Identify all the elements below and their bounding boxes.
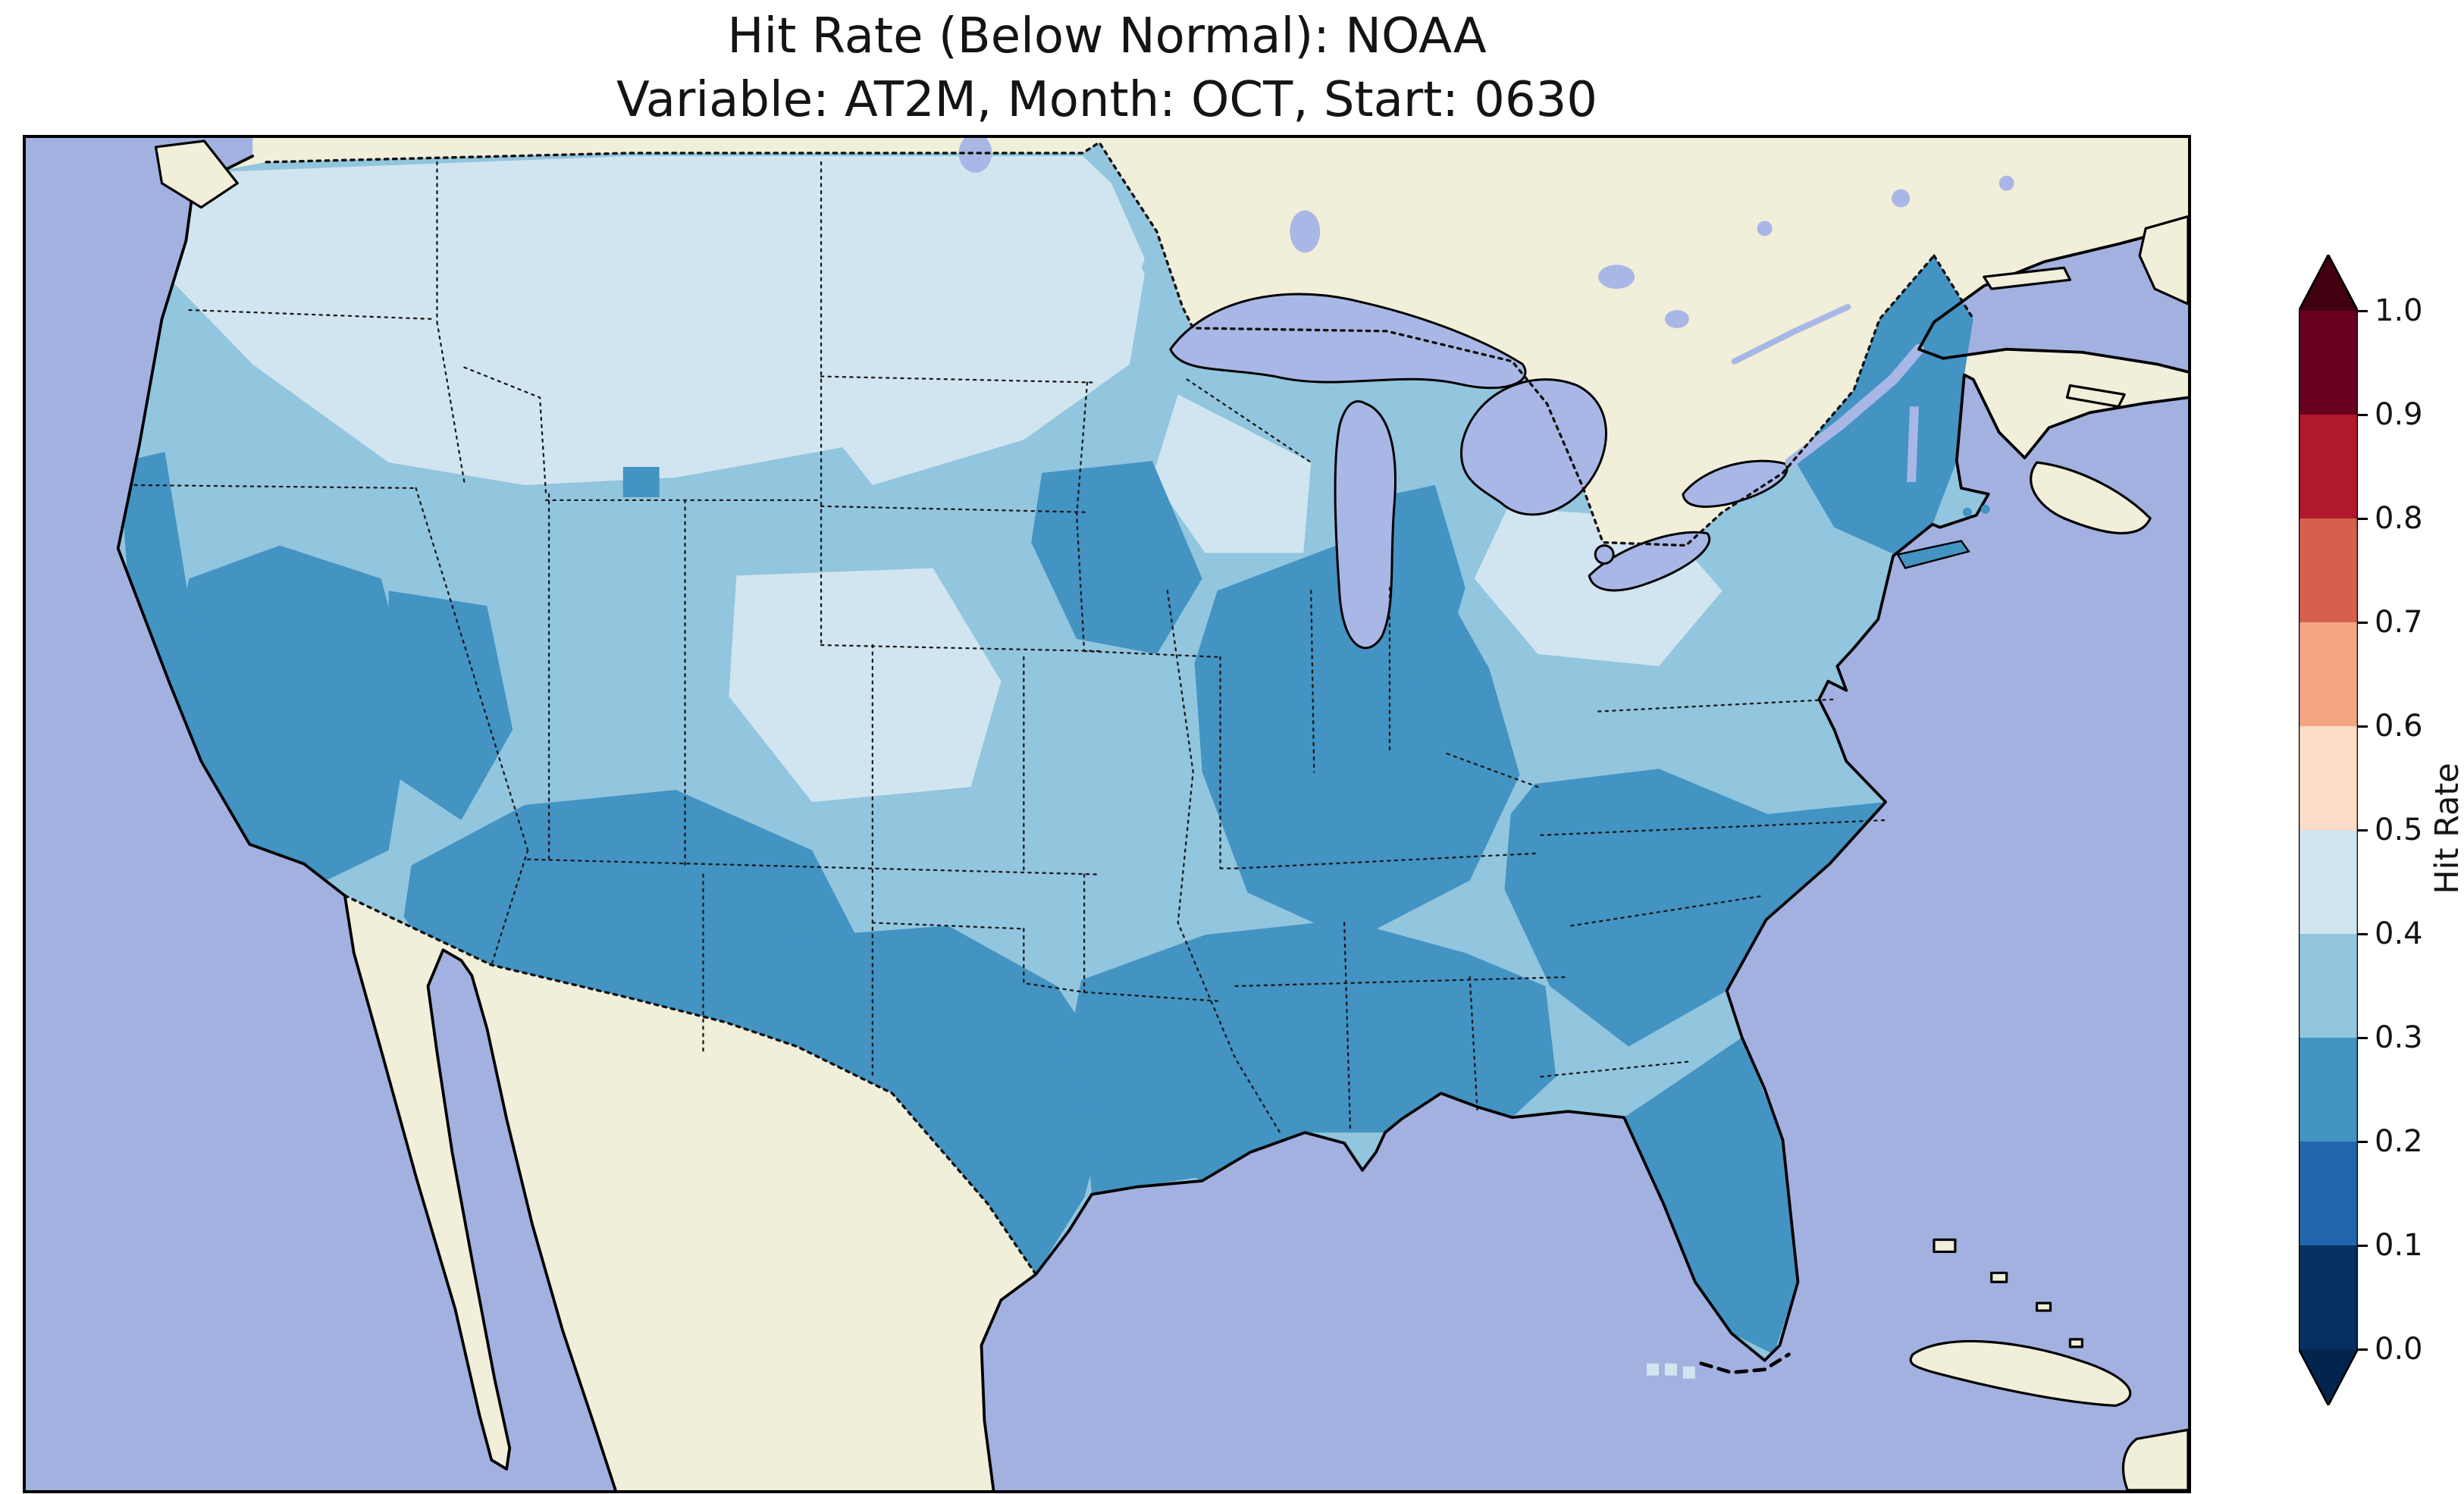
lake-superior [1169, 293, 1527, 390]
colorbar-tick-label: 0.9 [2375, 397, 2423, 432]
colorbar-tick-mark [2358, 1140, 2368, 1143]
colorbar-tick-label: 0.0 [2375, 1332, 2423, 1367]
canada-lakes [958, 138, 2014, 482]
lake-erie [1588, 531, 1711, 592]
colorbar-tick-label: 0.2 [2375, 1124, 2423, 1159]
lake-ontario [1682, 459, 1788, 508]
lake-champlain [1907, 406, 1919, 482]
colorbar-tick-label: 0.6 [2375, 709, 2423, 744]
anticosti-island [1983, 266, 2072, 290]
national-borders [265, 140, 1975, 1276]
hit-rate-0p2-0p3-patches [119, 255, 1973, 1355]
ottawa-river [1731, 304, 1851, 365]
florida-keys [1699, 1352, 1791, 1375]
colorbar-tick-label: 0.3 [2375, 1020, 2423, 1055]
vancouver-island [154, 139, 239, 209]
colorbar-bin [2299, 1142, 2358, 1245]
colorbar-bin [2299, 1038, 2358, 1142]
nova-scotia [2030, 461, 2152, 534]
colorbar-tick-mark [2358, 309, 2368, 312]
colorbar [2297, 252, 2359, 1408]
colorbar-tick-mark [2358, 413, 2368, 416]
colorbar-tick-mark [2358, 517, 2368, 520]
title-line-1: Hit Rate (Below Normal): NOAA [727, 8, 1487, 64]
colorbar-axis-label: Hit Rate [2428, 763, 2464, 894]
colorbar-tick-mark [2358, 1036, 2368, 1039]
prince-edward-island [2065, 384, 2126, 409]
colorbar-tick-label: 0.4 [2375, 916, 2423, 951]
colorbar-bin [2299, 934, 2358, 1038]
colorbar-over-arrow [2299, 255, 2358, 311]
colorbar-bin [2299, 830, 2358, 934]
title-line-2: Variable: AT2M, Month: OCT, Start: 0630 [616, 72, 1598, 129]
lake-st-clair [1594, 544, 1615, 565]
colorbar-tick-mark [2358, 621, 2368, 624]
figure-title: Hit Rate (Below Normal): NOAA Variable: … [23, 5, 2191, 133]
colorbar-tick-mark [2358, 1244, 2368, 1247]
map-axes [23, 135, 2191, 1493]
colorbar-tick-label: 1.0 [2375, 293, 2423, 328]
colorbar-under-arrow [2299, 1349, 2358, 1405]
newfoundland [2138, 215, 2188, 305]
coastlines [116, 155, 2188, 1490]
colorbar-tick-mark [2358, 932, 2368, 935]
colorbar-bin [2299, 622, 2358, 726]
colorbar-bin [2299, 518, 2358, 622]
colorbar-tick-label: 0.1 [2375, 1228, 2423, 1263]
colorbar-tick-mark [2358, 1348, 2368, 1351]
colorbar-ticks: 1.0 0.9 0.8 0.7 0.6 0.5 0.4 0.3 0.2 0.1 0.0 [2358, 255, 2464, 1405]
state-borders [133, 161, 1887, 1135]
long-island [1896, 540, 1970, 569]
colorbar-tick-mark [2358, 725, 2368, 728]
cuba [1909, 1339, 2132, 1408]
colorbar-bin [2299, 726, 2358, 830]
colorbar-bin [2299, 311, 2358, 415]
islands [154, 139, 2188, 1490]
colorbar-bin [2299, 1245, 2358, 1349]
lake-michigan [1334, 400, 1397, 650]
colorbar-tick-label: 0.8 [2375, 501, 2423, 536]
us-hit-rate-map [26, 138, 2188, 1490]
colorbar-gradient [2297, 252, 2359, 1408]
hispaniola [2121, 1428, 2188, 1490]
keys-data-pixels [1647, 1363, 1695, 1379]
colorbar-bin [2299, 415, 2358, 518]
colorbar-tick-mark [2358, 828, 2368, 832]
bahamas [1933, 1238, 1957, 1254]
colorbar-tick-label: 0.7 [2375, 605, 2423, 640]
lake-huron [1459, 378, 1607, 516]
st-lawrence-river [1785, 343, 1924, 468]
great-lakes [1169, 293, 1924, 650]
colorbar-tick-label: 0.5 [2375, 813, 2423, 847]
